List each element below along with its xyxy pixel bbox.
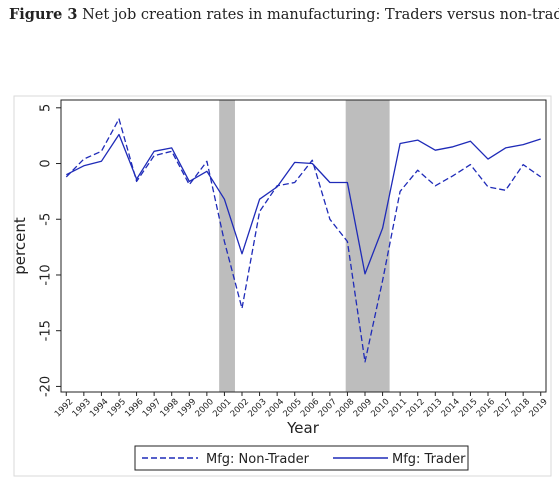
series-line-non-trader (65, 118, 542, 363)
y-axis-title: percent (11, 217, 29, 275)
figure-label: Figure 3 (9, 6, 78, 23)
x-tick-label: 2002 (229, 397, 251, 419)
x-tick-label: 2015 (457, 397, 479, 419)
recession-band-1 (219, 100, 235, 392)
x-tick-label: 2003 (246, 397, 268, 419)
figure-title: Net job creation rates in manufacturing:… (82, 7, 559, 23)
x-axis: 1992199319941995199619971998199920002001… (53, 392, 550, 419)
legend-label-non-trader: Mfg: Non-Trader (206, 452, 310, 467)
x-tick-label: 2013 (422, 397, 444, 419)
series-line-trader (66, 133, 541, 275)
x-tick-label: 2009 (352, 397, 374, 419)
plot-area (60, 99, 547, 393)
x-tick-label: 1996 (123, 397, 145, 419)
x-tick-label: 1995 (106, 397, 128, 419)
x-tick-label: 1994 (88, 397, 110, 419)
x-tick-label: 2010 (369, 397, 391, 419)
y-tick-label: -10 (39, 264, 54, 285)
chart-outer-frame (13, 95, 552, 477)
x-tick-label: 2004 (264, 397, 286, 419)
legend-label-trader: Mfg: Trader (392, 452, 466, 467)
series-group (65, 118, 542, 363)
x-tick-label: 1997 (141, 397, 163, 419)
x-axis-title: Year (286, 419, 320, 437)
y-tick-label: -20 (39, 376, 54, 397)
x-tick-label: 2019 (527, 397, 549, 419)
y-tick-label: -15 (39, 320, 54, 341)
x-tick-label: 2007 (317, 397, 339, 419)
x-tick-label: 2001 (211, 397, 233, 419)
x-tick-label: 2011 (387, 397, 409, 419)
x-tick-label: 2014 (440, 397, 462, 419)
recession-shading-group (219, 100, 390, 392)
x-tick-label: 2008 (334, 397, 356, 419)
x-tick-label: 2000 (194, 397, 216, 419)
x-tick-label: 2005 (281, 397, 303, 419)
y-tick-label: 5 (39, 104, 54, 112)
x-tick-label: 1999 (176, 397, 198, 419)
y-tick-label: -5 (39, 213, 54, 226)
legend: Mfg: Non-Trader Mfg: Trader (134, 445, 469, 471)
figure-caption: Figure 3 Net job creation rates in manuf… (9, 6, 559, 23)
x-tick-label: 1998 (158, 397, 180, 419)
x-tick-label: 1993 (71, 397, 93, 419)
x-tick-label: 2012 (404, 397, 426, 419)
x-tick-label: 2017 (492, 397, 514, 419)
x-tick-label: 2006 (299, 397, 321, 419)
recession-band-2 (345, 100, 390, 392)
x-tick-label: 2018 (510, 397, 532, 419)
x-tick-label: 1992 (53, 397, 75, 419)
y-tick-label: 0 (39, 159, 54, 167)
y-axis: 5 0 -5 -10 -15 -20 (39, 104, 61, 397)
x-tick-label: 2016 (475, 397, 497, 419)
